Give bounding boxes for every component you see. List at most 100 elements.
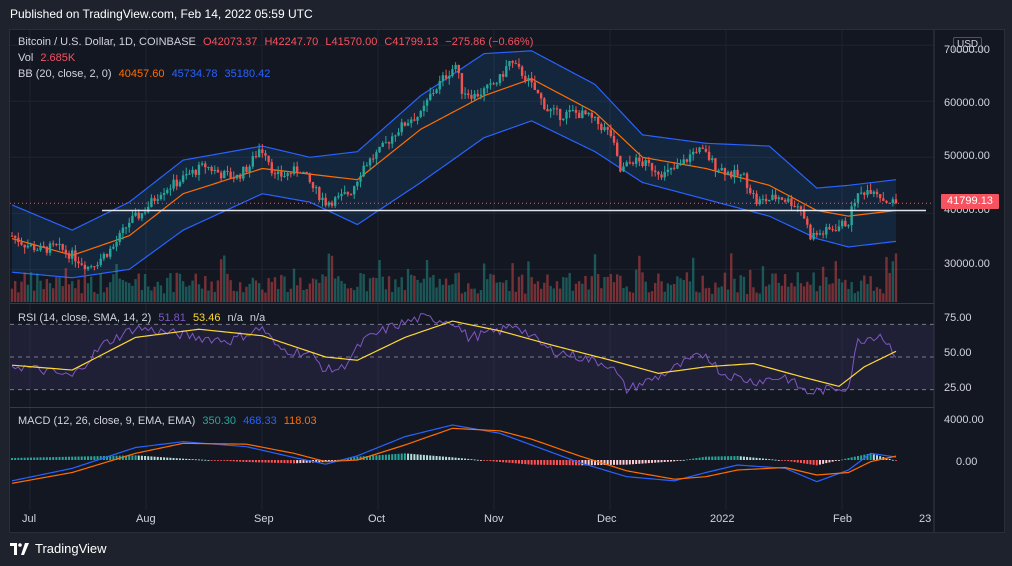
volume-bar bbox=[863, 275, 866, 302]
candle-body bbox=[232, 177, 235, 179]
volume-bar bbox=[254, 280, 258, 302]
volume-bar bbox=[831, 283, 834, 302]
footer-brand[interactable]: TradingView bbox=[10, 541, 107, 556]
candle-body bbox=[885, 200, 888, 203]
candle-body bbox=[71, 250, 74, 259]
volume-bar bbox=[802, 286, 806, 302]
brand-name: TradingView bbox=[35, 541, 107, 556]
volume-bar bbox=[39, 280, 42, 302]
volume-bar bbox=[821, 266, 825, 302]
volume-bar bbox=[828, 284, 831, 302]
candle-body bbox=[311, 182, 315, 189]
volume-bar bbox=[894, 253, 898, 302]
pane-separator[interactable] bbox=[10, 407, 934, 408]
macd-hist-bar bbox=[353, 457, 356, 460]
macd-hist-bar bbox=[277, 460, 280, 463]
volume-bar bbox=[739, 275, 742, 302]
macd-hist-bar bbox=[58, 456, 61, 460]
candle-body bbox=[318, 187, 321, 201]
pane-separator[interactable] bbox=[10, 303, 934, 304]
price-tick: 30000.00 bbox=[944, 258, 990, 270]
volume-bar bbox=[216, 280, 220, 302]
volume-bar bbox=[118, 278, 121, 302]
candle-body bbox=[134, 212, 137, 216]
macd-label[interactable]: MACD (12, 26, close, 9, EMA, EMA) bbox=[18, 415, 196, 427]
volume-bar bbox=[280, 274, 283, 302]
macd-hist-bar bbox=[701, 457, 704, 460]
macd-hist-bar bbox=[372, 455, 375, 460]
macd-hist-bar bbox=[799, 460, 802, 463]
volume-bar bbox=[362, 273, 365, 302]
volume-bar bbox=[809, 284, 812, 302]
candle-body bbox=[365, 165, 369, 167]
macd-hist-bar bbox=[834, 460, 837, 461]
chart-canvas[interactable] bbox=[10, 30, 1004, 532]
macd-hist-bar bbox=[508, 460, 511, 463]
volume-bar bbox=[676, 276, 679, 302]
volume-bar bbox=[711, 293, 714, 302]
candle-body bbox=[625, 162, 628, 167]
candle-body bbox=[147, 206, 150, 213]
volume-bar bbox=[856, 291, 860, 302]
volume-bar bbox=[736, 292, 739, 302]
volume-bar bbox=[169, 273, 172, 302]
volume-bar bbox=[517, 276, 521, 302]
volume-bar bbox=[51, 288, 55, 302]
candle-body bbox=[368, 158, 372, 166]
macd-hist-bar bbox=[476, 459, 479, 461]
candle-body bbox=[875, 191, 879, 195]
candle-body bbox=[739, 174, 742, 176]
volume-bar bbox=[121, 280, 125, 302]
volume-label[interactable]: Vol bbox=[18, 52, 34, 64]
volume-bar bbox=[853, 293, 857, 302]
macd-hist-bar bbox=[765, 458, 768, 460]
macd-hist-bar bbox=[223, 460, 226, 461]
volume-bar bbox=[844, 279, 847, 302]
volume-bar bbox=[612, 282, 616, 302]
candle-body bbox=[891, 199, 895, 204]
candle-body bbox=[815, 233, 818, 235]
volume-bar bbox=[299, 277, 302, 302]
candle-body bbox=[197, 164, 201, 175]
candle-body bbox=[333, 197, 337, 206]
volume-bar bbox=[318, 282, 321, 302]
currency-tag[interactable]: USD bbox=[953, 37, 983, 52]
volume-bar bbox=[692, 257, 695, 302]
macd-hist-bar bbox=[818, 460, 821, 465]
candle-body bbox=[270, 162, 274, 174]
candle-body bbox=[283, 175, 286, 177]
candle-body bbox=[13, 235, 17, 238]
candle-body bbox=[821, 233, 825, 235]
bb-label[interactable]: BB (20, close, 2, 0) bbox=[18, 68, 112, 80]
macd-hist-bar bbox=[574, 460, 577, 466]
volume-bar bbox=[774, 273, 777, 302]
rsi-tick: 75.00 bbox=[944, 312, 972, 324]
candle-body bbox=[286, 173, 289, 176]
volume-bar bbox=[276, 288, 280, 302]
candle-body bbox=[422, 105, 426, 112]
volume-bar bbox=[305, 289, 308, 302]
macd-hist-bar bbox=[562, 460, 565, 466]
volume-bar bbox=[590, 276, 594, 302]
macd-hist-bar bbox=[419, 454, 422, 460]
candle-body bbox=[223, 170, 226, 179]
volume-bar bbox=[197, 284, 201, 302]
candle-body bbox=[188, 173, 191, 175]
candle-body bbox=[83, 264, 87, 270]
symbol-label[interactable]: Bitcoin / U.S. Dollar, 1D, COINBASE bbox=[18, 36, 196, 48]
volume-bar bbox=[634, 269, 638, 302]
candle-body bbox=[847, 225, 850, 227]
rsi-label[interactable]: RSI (14, close, SMA, 14, 2) bbox=[18, 312, 152, 324]
macd-hist-bar bbox=[201, 459, 204, 461]
macd-hist-bar bbox=[853, 456, 856, 460]
macd-hist-bar bbox=[565, 460, 568, 466]
candle-body bbox=[812, 233, 815, 240]
candle-body bbox=[482, 88, 486, 95]
volume-bar bbox=[131, 285, 134, 302]
candle-body bbox=[755, 193, 758, 205]
volume-bar bbox=[17, 292, 20, 302]
candle-body bbox=[600, 124, 603, 131]
candle-body bbox=[663, 171, 666, 178]
bb-upper-value: 45734.78 bbox=[171, 68, 218, 80]
volume-bar bbox=[413, 275, 416, 302]
